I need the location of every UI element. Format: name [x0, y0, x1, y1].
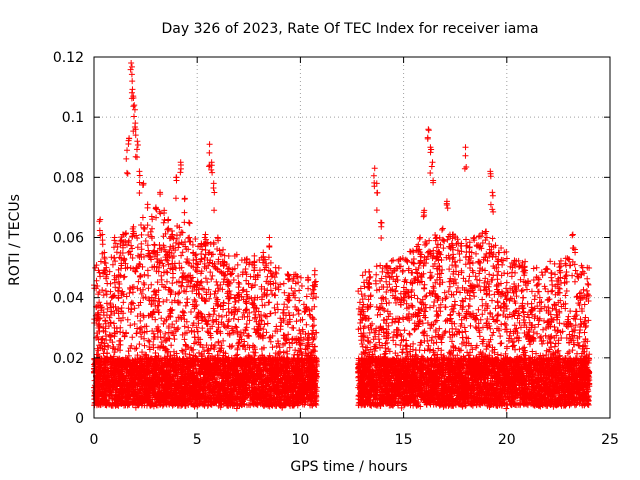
data-point: [263, 329, 270, 336]
data-point: [120, 299, 127, 306]
data-point: [138, 290, 145, 297]
data-point: [187, 309, 194, 316]
data-points: [91, 60, 593, 412]
data-point: [106, 314, 113, 321]
data-point: [215, 312, 222, 319]
data-point: [235, 340, 242, 347]
data-point: [117, 324, 124, 331]
data-point: [244, 313, 251, 320]
data-point: [146, 343, 153, 350]
data-point: [154, 344, 161, 351]
data-point: [143, 323, 150, 330]
data-point: [246, 317, 253, 324]
data-point: [203, 342, 210, 349]
data-point: [266, 352, 273, 359]
data-point: [266, 334, 273, 341]
data-point: [182, 302, 189, 309]
data-point: [175, 299, 182, 306]
data-point: [185, 324, 192, 331]
data-point: [220, 337, 227, 344]
data-point: [302, 357, 309, 364]
data-point: [280, 349, 287, 356]
x-axis-label: GPS time / hours: [290, 459, 407, 475]
data-point: [269, 344, 276, 351]
data-point: [239, 314, 246, 321]
data-point: [137, 317, 144, 324]
data-point: [124, 316, 131, 323]
data-point: [191, 334, 198, 341]
data-point: [205, 346, 212, 353]
data-point: [130, 283, 137, 290]
data-point: [125, 352, 132, 359]
data-point: [146, 346, 153, 353]
data-point: [168, 299, 175, 306]
data-point: [150, 288, 157, 295]
data-point: [237, 333, 244, 340]
data-point: [150, 308, 157, 315]
data-point: [155, 295, 162, 302]
data-point: [141, 342, 148, 349]
data-point: [258, 317, 265, 324]
data-point: [146, 338, 153, 345]
data-point: [267, 338, 274, 345]
data-point: [181, 336, 188, 343]
data-point: [204, 347, 211, 354]
data-point: [136, 341, 143, 348]
data-point: [129, 289, 136, 296]
data-point: [205, 350, 212, 357]
data-point: [218, 313, 225, 320]
data-point: [141, 329, 148, 336]
data-point: [131, 321, 138, 328]
chart-title: Day 326 of 2023, Rate Of TEC Index for r…: [161, 21, 538, 37]
data-point: [118, 308, 125, 315]
data-point: [191, 296, 198, 303]
data-point: [228, 325, 235, 332]
data-point: [173, 318, 180, 325]
data-point: [260, 326, 267, 333]
data-point: [232, 323, 239, 330]
data-point: [152, 316, 159, 323]
data-point: [276, 344, 283, 351]
data-point: [134, 285, 141, 292]
data-point: [211, 307, 218, 314]
data-point: [193, 324, 200, 331]
y-axis-label: ROTI / TECUs: [7, 194, 23, 286]
